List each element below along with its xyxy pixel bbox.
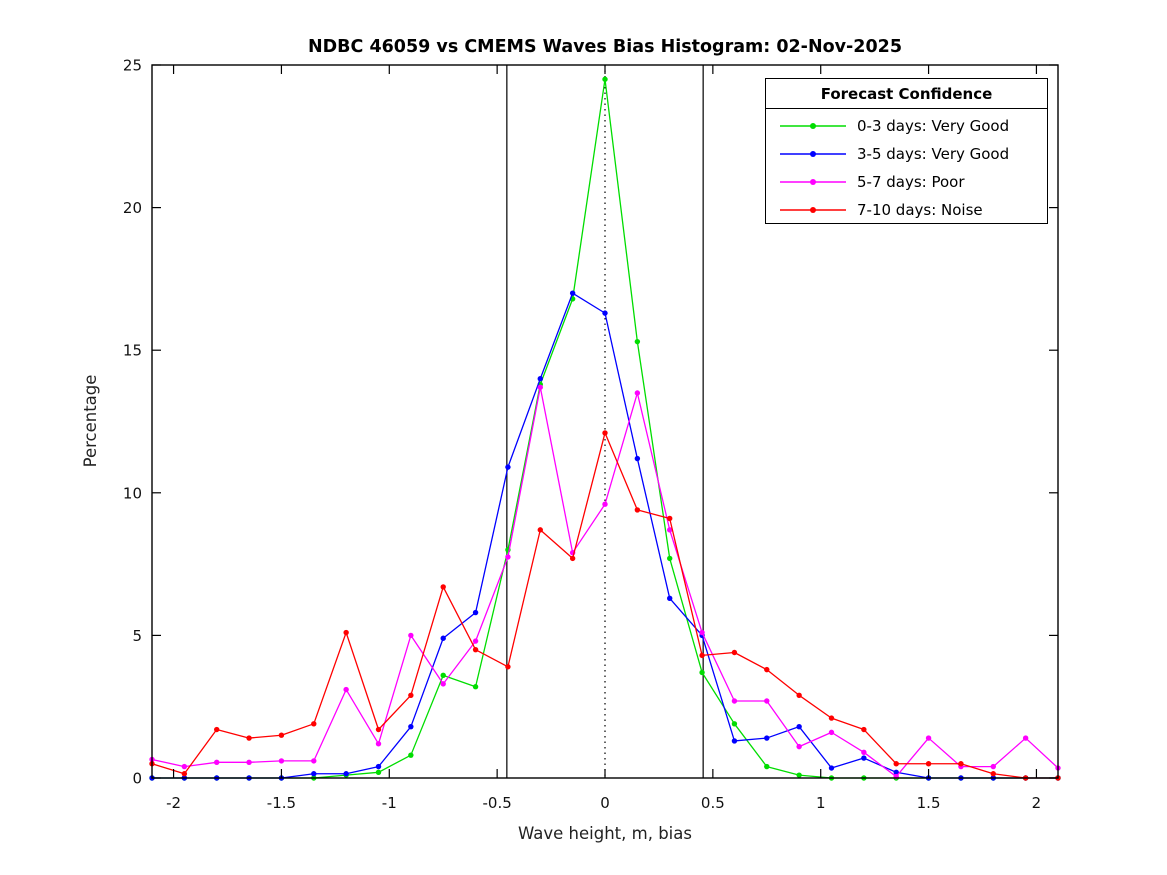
- legend-box: Forecast Confidence 0-3 days: Very Good 3…: [765, 78, 1048, 224]
- legend-line-sample-icon: [780, 207, 846, 213]
- y-tick-label: 10: [123, 484, 142, 502]
- legend-entry-5-7-days-poor: 5-7 days: Poor: [766, 168, 1047, 196]
- series-markers-7-10-days-noise: [149, 430, 1061, 781]
- legend-entry-label: 7-10 days: Noise: [857, 201, 983, 219]
- legend-line-sample-icon: [780, 151, 846, 157]
- x-tick-label: 2: [1032, 794, 1042, 812]
- y-tick-labels: 0 5 10 15 20 25: [123, 57, 142, 788]
- x-tick-label: -1: [382, 794, 397, 812]
- legend-line-sample-icon: [780, 123, 846, 129]
- y-tick-label: 0: [132, 770, 142, 788]
- legend-entry-label: 5-7 days: Poor: [857, 173, 965, 191]
- y-tick-label: 5: [132, 627, 142, 645]
- legend-entry-3-5-days-very-good: 3-5 days: Very Good: [766, 140, 1047, 168]
- x-tick-labels: -2 -1.5 -1 -0.5 0 0.5 1 1.5 2: [166, 794, 1041, 812]
- y-tick-label: 20: [123, 199, 142, 217]
- legend-title: Forecast Confidence: [766, 79, 1047, 109]
- axes: [151, 64, 1059, 779]
- chart-title: NDBC 46059 vs CMEMS Waves Bias Histogram…: [308, 37, 902, 57]
- legend-entry-7-10-days-noise: 7-10 days: Noise: [766, 196, 1047, 224]
- x-tick-label: -2: [166, 794, 181, 812]
- legend-rows: 0-3 days: Very Good 3-5 days: Very Good 5-…: [766, 109, 1047, 224]
- legend-entry-0-3-days-very-good: 0-3 days: Very Good: [766, 112, 1047, 140]
- series-line-3-5-days-very-good: [152, 292, 1058, 779]
- x-tick-label: 1.5: [917, 794, 941, 812]
- y-tick-label: 25: [123, 57, 142, 75]
- x-axis-label: Wave height, m, bias: [518, 824, 692, 843]
- y-axis-label: Percentage: [81, 375, 100, 468]
- series-markers-3-5-days-very-good: [149, 290, 1061, 781]
- x-tick-label: 0: [600, 794, 610, 812]
- legend-entry-label: 0-3 days: Very Good: [857, 117, 1010, 135]
- legend-entry-label: 3-5 days: Very Good: [857, 145, 1010, 163]
- legend-line-sample-icon: [780, 179, 846, 185]
- reference-lines: [506, 65, 704, 778]
- y-tick-label: 15: [123, 342, 142, 360]
- x-tick-label: -1.5: [267, 794, 296, 812]
- series-markers-5-7-days-poor: [149, 384, 1061, 780]
- x-tick-label: 1: [816, 794, 826, 812]
- x-tick-label: -0.5: [483, 794, 512, 812]
- x-tick-label: 0.5: [701, 794, 725, 812]
